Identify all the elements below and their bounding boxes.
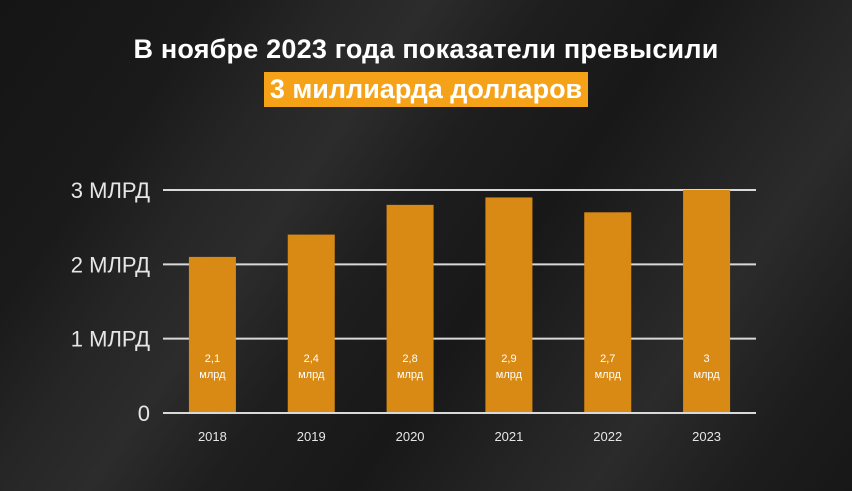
bar — [287, 234, 335, 413]
x-tick-label: 2021 — [494, 429, 523, 444]
bar — [188, 256, 236, 413]
chart-title-highlight: 3 миллиарда долларов — [263, 72, 589, 107]
y-tick-label: 1 МЛРД — [71, 327, 150, 352]
x-tick-label: 2023 — [692, 429, 721, 444]
bar-value-label: 2,7 — [600, 353, 615, 365]
x-tick-label: 2020 — [396, 429, 425, 444]
chart-title-line1: В ноябре 2023 года показатели превысили — [133, 34, 719, 64]
bar — [485, 197, 533, 413]
y-tick-label: 3 МЛРД — [71, 178, 150, 203]
bar-value-label: 2,9 — [501, 353, 516, 365]
bar-value-label: 3 — [704, 353, 710, 365]
y-tick-label: 0 — [138, 401, 150, 426]
bar-unit-label: млрд — [595, 369, 622, 381]
bar-unit-label: млрд — [397, 369, 424, 381]
bar — [584, 212, 632, 413]
bar-unit-label: млрд — [496, 369, 523, 381]
x-tick-label: 2019 — [297, 429, 326, 444]
bar-unit-label: млрд — [693, 369, 720, 381]
bar — [386, 204, 434, 413]
bar-unit-label: млрд — [199, 369, 226, 381]
bar-value-label: 2,1 — [205, 353, 220, 365]
x-tick-label: 2018 — [198, 429, 227, 444]
y-tick-label: 2 МЛРД — [71, 252, 150, 277]
bar-value-label: 2,4 — [304, 353, 319, 365]
bar-unit-label: млрд — [298, 369, 325, 381]
bar-value-label: 2,8 — [402, 353, 417, 365]
x-tick-label: 2022 — [593, 429, 622, 444]
chart-title-line2-wrap: 3 миллиарда долларов — [0, 72, 852, 107]
bar — [683, 190, 731, 413]
